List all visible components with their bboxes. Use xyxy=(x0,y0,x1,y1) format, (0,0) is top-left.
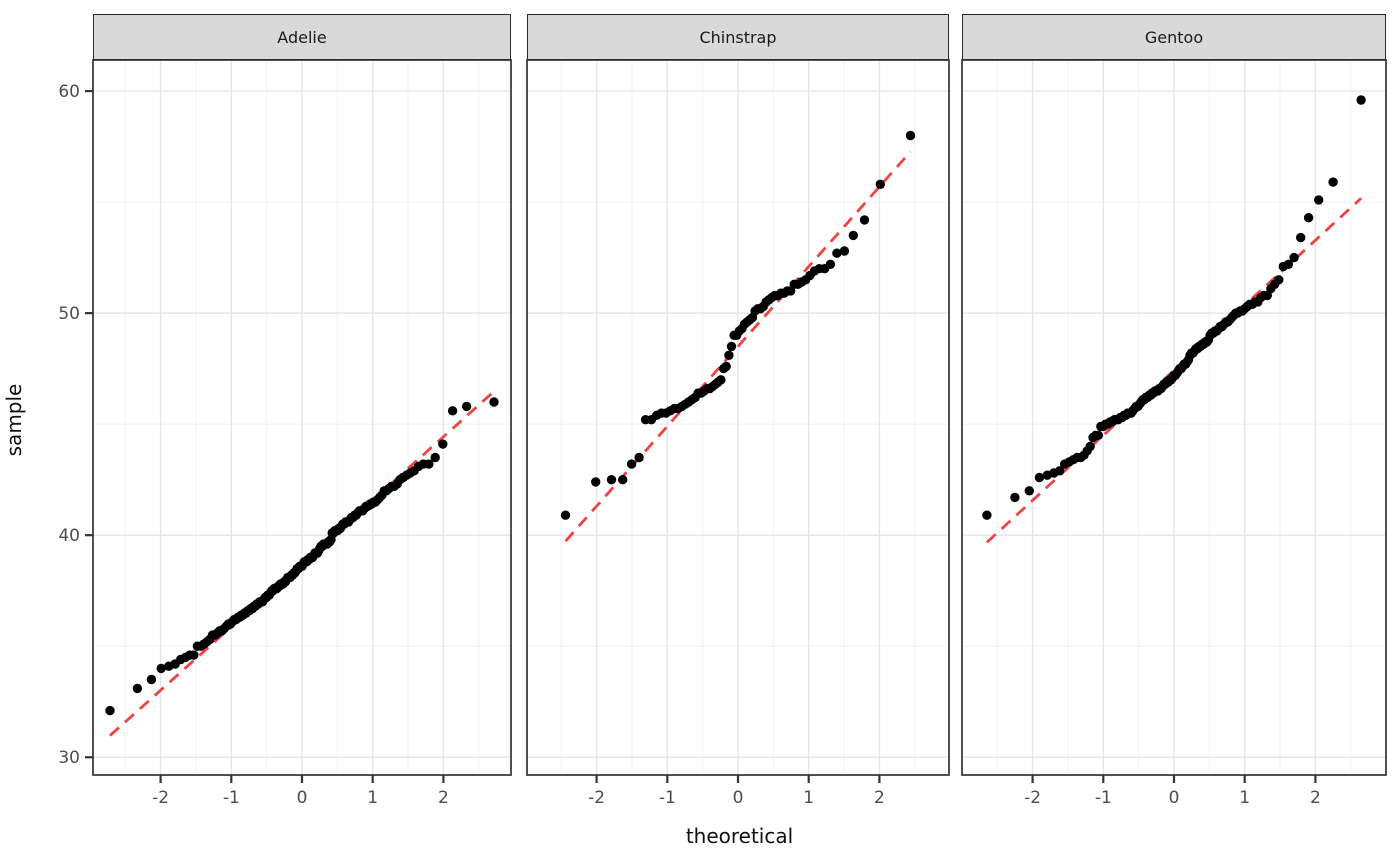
x-axis-title: theoretical xyxy=(685,824,794,848)
qq-point xyxy=(591,477,601,487)
qq-point xyxy=(447,406,458,416)
qq-point xyxy=(1356,95,1366,105)
facet-strip-adelie: Adelie xyxy=(93,14,511,60)
x-tick-label: -2 xyxy=(152,788,169,808)
facet-label-adelie: Adelie xyxy=(277,27,327,47)
qq-point xyxy=(905,130,916,141)
qq-point xyxy=(634,452,644,463)
qq-point xyxy=(1010,492,1020,503)
qq-point xyxy=(726,341,737,352)
qq-point xyxy=(724,350,734,360)
y-tick-label: 40 xyxy=(58,526,80,546)
panel-chinstrap: -2 -1 0 1 2 xyxy=(526,59,950,808)
qq-point xyxy=(1024,486,1035,496)
qq-point xyxy=(189,650,199,660)
x-tick-label: -2 xyxy=(588,788,605,808)
qq-point xyxy=(832,248,842,258)
qq-point xyxy=(1034,472,1045,483)
x-tick-label: 1 xyxy=(803,788,814,808)
qq-point xyxy=(721,361,731,372)
x-tick-label: 1 xyxy=(1239,788,1250,808)
qq-point xyxy=(618,475,628,485)
facet-strip-gentoo: Gentoo xyxy=(962,14,1386,60)
facet-label-gentoo: Gentoo xyxy=(1144,27,1204,47)
y-tick-label: 60 xyxy=(58,82,80,102)
qq-point xyxy=(1085,441,1095,452)
qq-point xyxy=(461,401,472,412)
y-axis-title: sample xyxy=(2,383,26,457)
qq-point xyxy=(859,215,870,225)
qq-point xyxy=(848,230,858,241)
x-tick-label: -1 xyxy=(1095,788,1112,808)
qq-point xyxy=(825,259,836,269)
x-tick-label: 2 xyxy=(1310,788,1321,808)
qq-point xyxy=(156,663,166,674)
x-tick-label: -2 xyxy=(1024,788,1041,808)
qq-point xyxy=(146,674,157,685)
x-tick-label: -1 xyxy=(659,788,676,808)
x-tick-label: 0 xyxy=(297,788,308,808)
qq-point xyxy=(1054,466,1065,476)
qq-point xyxy=(430,452,440,463)
qq-point xyxy=(1093,430,1104,440)
x-tick-label: 2 xyxy=(874,788,885,808)
qq-point xyxy=(1283,259,1294,269)
qq-point xyxy=(1314,195,1324,205)
qq-point xyxy=(1328,177,1338,187)
qq-point xyxy=(606,475,617,485)
qq-point xyxy=(438,439,448,449)
x-tick-label: 0 xyxy=(1169,788,1180,808)
x-tick-label: -1 xyxy=(223,788,240,808)
x-tick-label: 2 xyxy=(438,788,449,808)
x-tick-label: 1 xyxy=(367,788,378,808)
qq-point xyxy=(132,683,143,694)
qq-point xyxy=(875,179,885,189)
facet-strip-chinstrap: Chinstrap xyxy=(527,14,949,60)
y-tick-label: 50 xyxy=(58,304,80,324)
qq-point xyxy=(1296,232,1306,243)
panel-gentoo: -2 -1 0 1 2 xyxy=(961,59,1387,808)
x-tick-label: 0 xyxy=(733,788,744,808)
qq-point xyxy=(1274,275,1284,285)
qq-point xyxy=(716,375,726,385)
qq-point xyxy=(626,459,637,469)
qq-point xyxy=(1289,252,1299,263)
qq-point xyxy=(982,510,992,520)
y-tick-label: 30 xyxy=(58,748,80,768)
qq-point xyxy=(560,510,571,520)
qq-reference-line xyxy=(985,197,1363,544)
facet-label-chinstrap: Chinstrap xyxy=(699,27,777,47)
panel-adelie: -2 -1 0 1 2 30 40 50 60 xyxy=(58,59,512,808)
qq-point xyxy=(489,397,499,407)
qq-point xyxy=(1303,213,1314,223)
qq-reference-line xyxy=(109,390,495,737)
qq-point xyxy=(105,705,115,716)
qq-point xyxy=(839,246,850,256)
qq-point xyxy=(424,459,434,469)
